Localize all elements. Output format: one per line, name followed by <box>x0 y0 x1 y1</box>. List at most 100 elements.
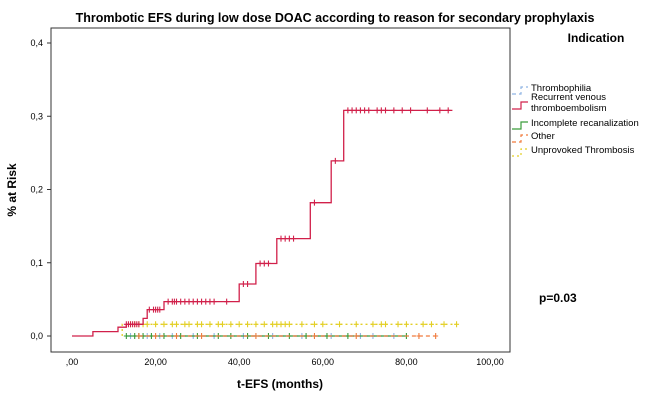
censor-mark <box>199 333 205 339</box>
censor-mark <box>286 235 292 242</box>
censor-mark <box>240 280 246 287</box>
censor-mark <box>207 321 213 328</box>
legend-label: Unprovoked Thrombosis <box>531 145 635 156</box>
censor-mark <box>245 280 251 287</box>
censor-mark <box>383 321 388 328</box>
censor-mark <box>182 298 188 305</box>
censor-mark <box>320 321 326 328</box>
x-tick-label: 100,00 <box>476 357 504 367</box>
censor-mark <box>265 260 271 267</box>
legend-label: Other <box>531 131 555 142</box>
censor-mark <box>153 321 159 328</box>
censor-mark <box>144 321 150 328</box>
y-tick-label: 0,3 <box>30 111 43 121</box>
censor-mark <box>362 107 368 114</box>
censor-mark <box>207 298 213 305</box>
censor-mark <box>378 107 384 114</box>
censor-mark <box>228 321 234 328</box>
censor-mark <box>311 199 317 206</box>
censor-mark <box>286 321 292 328</box>
censor-mark <box>219 321 225 328</box>
legend-swatch <box>512 134 528 143</box>
y-tick-label: 0,4 <box>30 38 43 48</box>
censor-mark <box>132 333 138 339</box>
censor-mark <box>257 260 263 267</box>
censor-mark <box>253 333 259 339</box>
censor-mark <box>395 321 401 328</box>
censor-mark <box>441 321 447 328</box>
censor-mark <box>378 321 384 328</box>
y-tick-label: 0,0 <box>30 331 43 341</box>
censor-mark <box>454 321 460 328</box>
censor-mark <box>199 298 205 305</box>
censor-mark <box>136 333 142 339</box>
censor-mark <box>190 298 196 305</box>
legend-swatch <box>512 121 528 130</box>
censor-mark <box>278 235 284 242</box>
series-other <box>136 333 439 339</box>
censor-mark <box>366 107 372 114</box>
legend-label: Incomplete recanalization <box>531 118 639 129</box>
censor-mark <box>383 107 388 114</box>
censor-mark <box>146 306 152 313</box>
censor-mark <box>445 107 451 114</box>
censor-mark <box>374 107 380 114</box>
censor-mark <box>299 321 305 328</box>
chart-title: Thrombotic EFS during low dose DOAC acco… <box>76 11 595 25</box>
censor-mark <box>408 107 414 114</box>
censor-mark <box>433 333 439 339</box>
censor-mark <box>194 298 200 305</box>
legend-swatch <box>512 101 528 110</box>
censor-mark <box>337 321 343 328</box>
y-axis-title: % at Risk <box>5 163 19 217</box>
censor-mark <box>174 333 179 339</box>
censor-mark <box>153 333 159 339</box>
legend-swatch <box>512 86 528 95</box>
censor-mark <box>403 321 409 328</box>
censor-mark <box>370 321 376 328</box>
censor-mark <box>345 107 351 114</box>
censor-mark <box>357 107 363 114</box>
censor-mark <box>420 321 426 328</box>
censor-mark <box>123 333 129 339</box>
y-tick-label: 0,2 <box>30 185 43 195</box>
y-axis-ticks: 0,0 0,1 0,2 0,3 0,4 <box>30 38 51 341</box>
censor-mark <box>391 107 397 114</box>
censor-mark <box>278 321 284 328</box>
x-tick-label: ,00 <box>66 357 79 367</box>
km-step-line <box>121 323 457 336</box>
censor-mark <box>416 333 422 339</box>
legend-swatch <box>512 148 528 157</box>
censor-mark <box>311 321 317 328</box>
series-layer <box>72 107 460 339</box>
censor-mark <box>194 321 200 328</box>
censor-mark <box>261 321 267 328</box>
censor-mark <box>245 321 251 328</box>
censor-mark <box>270 321 276 328</box>
censor-mark <box>186 298 192 305</box>
p-value-annotation: p=0.03 <box>539 291 577 305</box>
censor-mark <box>169 321 175 328</box>
censor-mark <box>157 306 163 313</box>
censor-mark <box>399 107 405 114</box>
series-unprovoked-thrombosis <box>121 321 460 336</box>
censor-mark <box>282 235 288 242</box>
censor-mark <box>353 333 359 339</box>
legend-label: Recurrent venous thromboembolism <box>531 92 607 114</box>
series-recurrent-venous-thromboembolism <box>72 107 453 337</box>
censor-mark <box>182 321 188 328</box>
censor-mark <box>136 321 142 328</box>
censor-mark <box>311 333 317 339</box>
censor-mark <box>428 321 434 328</box>
x-tick-label: 40,00 <box>228 357 251 367</box>
censor-mark <box>211 298 217 305</box>
censor-mark <box>274 321 280 328</box>
censor-mark <box>186 321 192 328</box>
censor-mark <box>203 298 209 305</box>
censor-mark <box>353 107 359 114</box>
censor-mark <box>199 321 205 328</box>
censor-mark <box>215 321 221 328</box>
